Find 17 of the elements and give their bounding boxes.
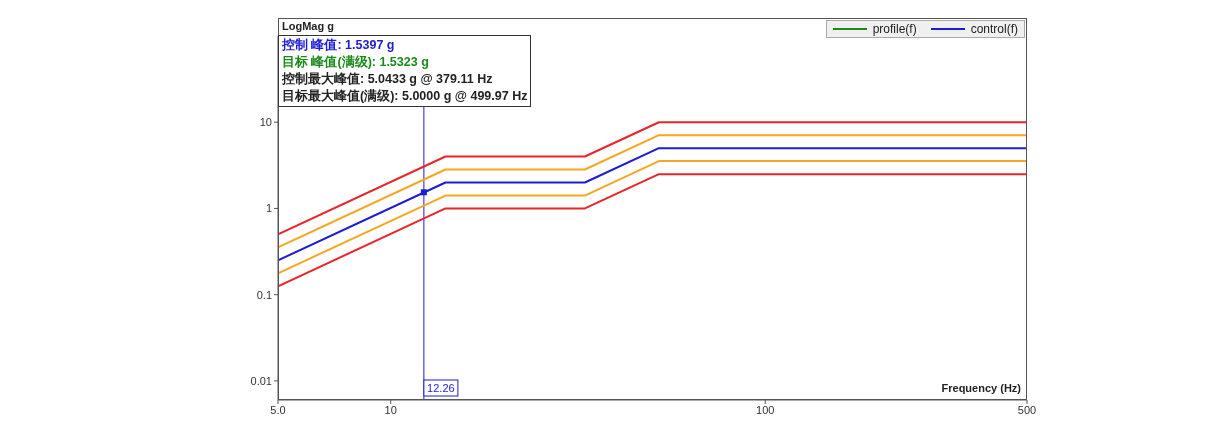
x-tick-label: 100 [756, 403, 775, 416]
annotation: 控制 峰值: 1.5397 g [282, 37, 396, 54]
legend-label: profile(f) [871, 21, 917, 37]
x-tick-label: 500 [1017, 403, 1037, 416]
annotation: 控制最大峰值: 5.0433 g @ 379.11 Hz [282, 71, 494, 88]
y-tick-label: 10 [259, 116, 272, 129]
y-axis-title: LogMag g [282, 20, 334, 32]
legend-label: control(f) [969, 21, 1018, 37]
x-tick-label: 5.0 [270, 403, 286, 416]
x-axis-title: Frequency (Hz) [941, 382, 1021, 394]
x-tick-label: 10 [384, 403, 397, 416]
ref-line-label: 12.26 [427, 382, 455, 394]
annotation: 目标 峰值(满级): 1.5323 g [282, 54, 430, 71]
y-tick-label: 0.01 [250, 374, 272, 387]
y-tick-label: 0.1 [256, 288, 272, 301]
annotation: 目标最大峰值(满级): 5.0000 g @ 499.97 Hz [282, 88, 528, 105]
y-tick-label: 1 [265, 202, 272, 215]
